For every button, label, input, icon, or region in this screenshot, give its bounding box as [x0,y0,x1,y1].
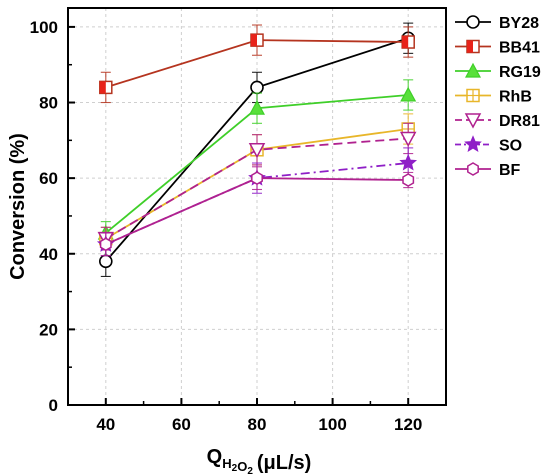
legend-item: BF [455,162,521,179]
data-point-marker [464,62,482,78]
x-tick-label: 80 [248,415,267,434]
series-bf [99,166,415,257]
legend: BY28 BB41 RG19 RhB DR81 SO BF [455,15,541,179]
data-point-marker [250,80,264,95]
x-axis-label-main: Q [207,446,223,468]
marker-square-fill [402,36,409,49]
data-point-marker [399,131,417,148]
legend-item: DR81 [455,113,540,130]
y-axis-label: Conversion (%) [7,133,29,280]
data-point-marker [399,153,418,171]
grid [68,8,446,406]
y-tick-label: 0 [49,396,58,415]
x-axis-label-unit: (μL/s) [257,452,311,474]
marker-circle [250,80,264,95]
data-point-marker [99,80,113,95]
data-point-marker [99,237,112,252]
marker-square-fill [467,40,473,53]
data-point-marker [99,254,113,269]
x-tick-label: 120 [394,415,422,434]
marker-square-fill [251,34,257,47]
x-axis-label: QH2O2 (μL/s) [207,446,312,475]
data-point-marker [466,15,480,29]
marker-square-fill [99,81,106,94]
y-tick-label: 80 [39,94,58,113]
marker-hexagon [99,237,112,252]
legend-label: SO [499,138,522,155]
data-point-marker [464,113,482,129]
marker-circle [466,15,480,29]
marker-hexagon [402,173,415,187]
x-axis-label-subscript-part: 2 [247,466,253,475]
legend-label: BF [499,162,521,179]
data-point-marker [466,39,480,54]
data-point-marker [400,86,417,102]
marker-hexagon [467,162,479,176]
x-tick-label: 60 [172,415,191,434]
marker-triangle [400,86,417,102]
x-axis-label-subscript-part: H [222,456,231,471]
legend-item: SO [455,135,522,155]
x-axis-label-subscript-part: O [237,459,247,474]
data-point-marker [464,135,482,153]
marker-hexagon [251,171,263,186]
legend-label: RhB [499,89,532,106]
data-point-marker [466,88,480,103]
marker-star [464,135,482,153]
legend-item: RG19 [455,62,541,81]
marker-triangle [464,62,482,78]
y-tick-label: 40 [39,245,58,264]
y-tick-label: 20 [39,320,58,339]
legend-label: RG19 [499,64,541,81]
y-tick-label: 100 [30,18,58,37]
marker-circle [99,254,113,269]
data-point-marker [467,162,479,176]
marker-triangle [248,99,266,115]
y-tick-label: 60 [39,169,58,188]
series-bb41 [99,24,415,104]
data-point-marker [402,173,415,187]
data-point-marker [248,99,266,115]
axis-ticks: 40 60 80 100 120 0 20 40 60 80 100 [30,18,447,434]
data-point-marker [248,143,266,159]
marker-star [399,153,418,171]
legend-item: RhB [455,89,532,106]
series-group [96,22,418,277]
legend-item: BB41 [455,40,540,57]
x-tick-label: 40 [96,415,115,434]
x-axis-label-subscript: H2O2 [222,456,253,475]
marker-triangle-down [248,143,266,159]
marker-triangle-down [399,131,417,148]
x-tick-label: 100 [318,415,346,434]
legend-item: BY28 [455,15,539,32]
legend-label: DR81 [499,113,540,130]
legend-label: BB41 [499,40,540,57]
data-point-marker [401,35,415,49]
x-axis-label-subscript-part: 2 [232,463,238,474]
marker-triangle-down [464,113,482,129]
legend-label: BY28 [499,15,539,32]
data-point-marker [251,171,263,186]
data-point-marker [250,33,264,47]
